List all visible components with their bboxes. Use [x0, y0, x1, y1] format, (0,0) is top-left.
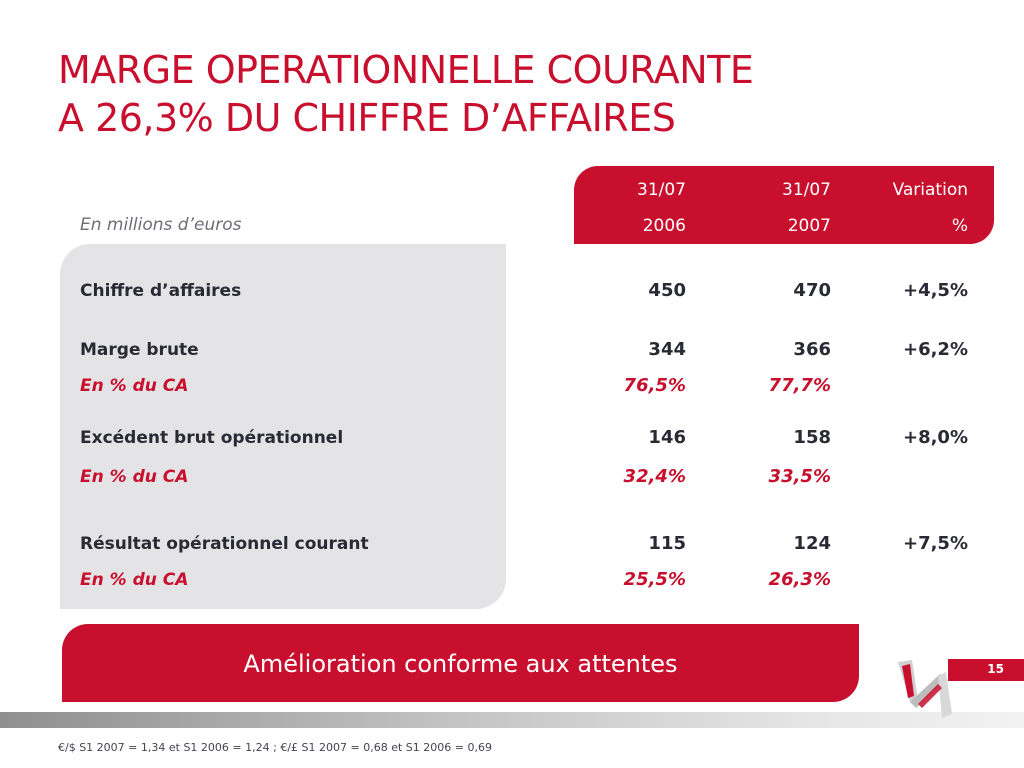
page-number: 15 [987, 662, 1004, 676]
conclusion-banner: Amélioration conforme aux attentes [62, 624, 859, 702]
row-label-marge-brute: Marge brute [80, 340, 199, 360]
footer-bar [0, 712, 1024, 728]
cell-2007: 366 [793, 339, 831, 360]
cell-variation: +8,0% [902, 427, 968, 448]
header-2007-line2: 2007 [787, 216, 831, 236]
row-label-pct-ca: En % du CA [80, 570, 189, 590]
header-variation-line1: Variation [892, 180, 968, 200]
cell-2006: 32,4% [623, 466, 686, 487]
row-label-pct-ca: En % du CA [80, 376, 189, 396]
header-2007-line1: 31/07 [782, 180, 831, 200]
title-line-2: A 26,3% DU CHIFFRE D’AFFAIRES [58, 96, 676, 140]
cell-2006: 115 [648, 533, 686, 554]
cell-variation: +6,2% [902, 339, 968, 360]
cell-2006: 344 [648, 339, 686, 360]
table-header-band [574, 166, 994, 244]
cell-2006: 450 [648, 280, 686, 301]
cell-2007: 470 [793, 280, 831, 301]
cell-2007: 158 [793, 427, 831, 448]
row-labels-panel [60, 244, 506, 609]
row-label-ebo: Excédent brut opérationnel [80, 428, 344, 448]
brand-logo-icon [898, 660, 952, 718]
cell-2007: 26,3% [768, 569, 831, 590]
cell-2007: 124 [793, 533, 831, 554]
row-label-chiffre-affaires: Chiffre d’affaires [80, 281, 242, 301]
banner-text: Amélioration conforme aux attentes [243, 650, 678, 678]
cell-2006: 146 [648, 427, 686, 448]
header-2006-line2: 2006 [642, 216, 686, 236]
header-variation-line2: % [951, 216, 968, 236]
header-2006-line1: 31/07 [637, 180, 686, 200]
row-label-pct-ca: En % du CA [80, 467, 189, 487]
cell-2006: 76,5% [623, 375, 686, 396]
unit-label: En millions d’euros [80, 215, 242, 235]
cell-variation: +4,5% [902, 280, 968, 301]
cell-variation: +7,5% [902, 533, 968, 554]
cell-2007: 77,7% [768, 375, 831, 396]
footnote: €/$ S1 2007 = 1,34 et S1 2006 = 1,24 ; €… [58, 741, 492, 754]
cell-2007: 33,5% [768, 466, 831, 487]
title-line-1: MARGE OPERATIONNELLE COURANTE [58, 48, 754, 92]
page-number-box: 15 [948, 659, 1024, 681]
row-label-roc: Résultat opérationnel courant [80, 534, 369, 554]
cell-2006: 25,5% [623, 569, 686, 590]
page-title: MARGE OPERATIONNELLE COURANTE A 26,3% DU… [58, 46, 754, 142]
